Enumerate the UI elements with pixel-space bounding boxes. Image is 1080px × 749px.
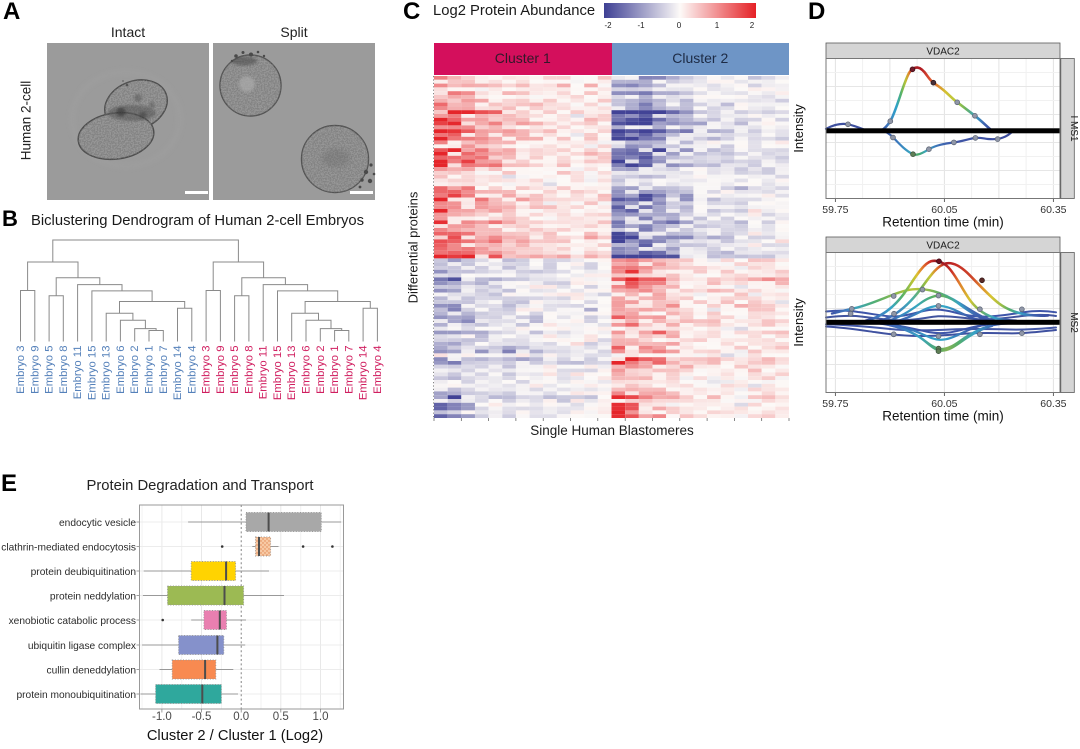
- svg-text:-2: -2: [604, 21, 612, 30]
- svg-text:Embryo 4: Embryo 4: [186, 346, 198, 394]
- svg-text:Embryo 13: Embryo 13: [101, 346, 113, 401]
- svg-text:Embryo 14: Embryo 14: [358, 346, 370, 401]
- svg-text:ubiquitin ligase complex: ubiquitin ligase complex: [28, 641, 136, 652]
- svg-text:59.75: 59.75: [822, 204, 848, 216]
- svg-text:Intensity: Intensity: [791, 104, 806, 153]
- svg-text:Embryo 1: Embryo 1: [144, 346, 156, 394]
- svg-text:Retention time (min): Retention time (min): [882, 215, 1004, 230]
- svg-text:60.05: 60.05: [931, 204, 957, 216]
- svg-text:xenobiotic catabolic process: xenobiotic catabolic process: [9, 616, 136, 627]
- svg-text:Embryo 7: Embryo 7: [343, 346, 355, 394]
- svg-text:Embryo 15: Embryo 15: [86, 346, 98, 401]
- svg-text:Embryo 14: Embryo 14: [172, 346, 184, 401]
- svg-text:Embryo 13: Embryo 13: [286, 346, 298, 401]
- svg-text:Embryo 7: Embryo 7: [158, 346, 170, 394]
- svg-text:1: 1: [715, 21, 720, 30]
- svg-text:Embryo 8: Embryo 8: [243, 346, 255, 394]
- svg-text:Embryo 5: Embryo 5: [229, 346, 241, 394]
- svg-text:protein monoubiquitination: protein monoubiquitination: [16, 690, 136, 701]
- svg-text:Embryo 3: Embryo 3: [201, 346, 213, 394]
- svg-text:1.0: 1.0: [313, 711, 329, 723]
- svg-text:Embryo 4: Embryo 4: [372, 346, 384, 394]
- svg-text:Embryo 6: Embryo 6: [115, 346, 127, 394]
- svg-text:-1: -1: [637, 21, 645, 30]
- svg-text:protein neddylation: protein neddylation: [50, 592, 136, 603]
- svg-text:MS2: MS2: [1068, 312, 1079, 333]
- svg-text:2: 2: [750, 21, 755, 30]
- svg-text:60.35: 60.35: [1040, 398, 1066, 410]
- svg-text:Embryo 11: Embryo 11: [72, 346, 84, 400]
- svg-text:Embryo 8: Embryo 8: [58, 346, 70, 394]
- svg-text:Embryo 9: Embryo 9: [215, 346, 227, 394]
- svg-text:I MS1: I MS1: [1068, 115, 1079, 142]
- svg-text:Embryo 5: Embryo 5: [44, 346, 56, 394]
- svg-text:Retention time (min): Retention time (min): [882, 409, 1004, 424]
- svg-text:Embryo 9: Embryo 9: [29, 346, 41, 394]
- svg-text:VDAC2: VDAC2: [926, 47, 960, 58]
- svg-text:Embryo 15: Embryo 15: [272, 346, 284, 401]
- svg-text:VDAC2: VDAC2: [926, 241, 960, 252]
- svg-text:Embryo 6: Embryo 6: [301, 346, 313, 394]
- svg-text:-1.0: -1.0: [152, 711, 172, 723]
- svg-text:-0.5: -0.5: [192, 711, 212, 723]
- svg-text:Embryo 2: Embryo 2: [315, 346, 327, 394]
- svg-text:endocytic vesicle: endocytic vesicle: [59, 518, 136, 529]
- svg-text:protein deubiquitination: protein deubiquitination: [31, 567, 136, 578]
- svg-text:60.35: 60.35: [1040, 204, 1066, 216]
- svg-text:0.0: 0.0: [233, 711, 249, 723]
- svg-text:Intensity: Intensity: [791, 298, 806, 347]
- svg-text:clathrin-mediated endocytosis: clathrin-mediated endocytosis: [1, 543, 136, 554]
- svg-text:Embryo 11: Embryo 11: [258, 346, 270, 400]
- svg-text:0.5: 0.5: [273, 711, 289, 723]
- svg-text:60.05: 60.05: [931, 398, 957, 410]
- svg-text:cullin deneddylation: cullin deneddylation: [47, 666, 137, 677]
- svg-text:59.75: 59.75: [822, 398, 848, 410]
- svg-text:Embryo 3: Embryo 3: [15, 346, 27, 394]
- svg-text:0: 0: [677, 21, 682, 30]
- svg-text:Embryo 1: Embryo 1: [329, 346, 341, 394]
- svg-text:Embryo 2: Embryo 2: [129, 346, 141, 394]
